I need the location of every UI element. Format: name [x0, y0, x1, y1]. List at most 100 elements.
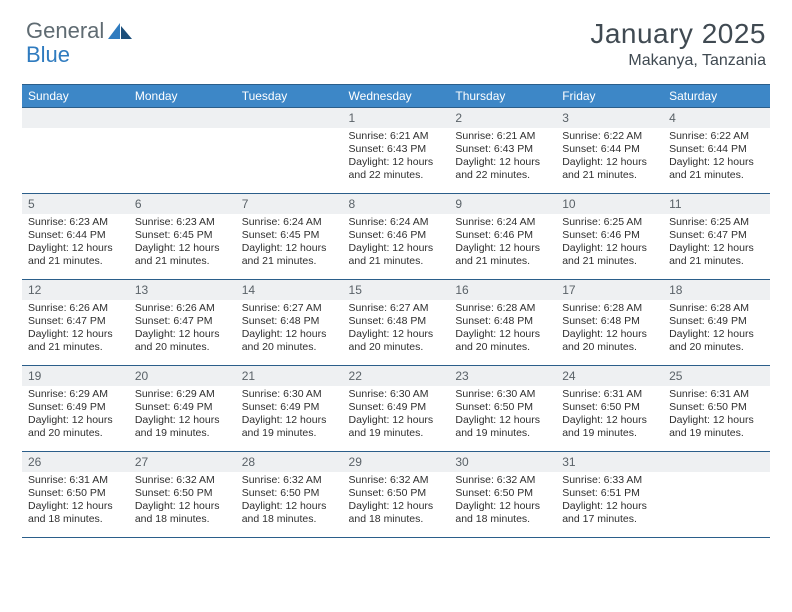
day-body: Sunrise: 6:31 AMSunset: 6:50 PMDaylight:… — [22, 472, 129, 531]
sunrise-line: Sunrise: 6:22 AM — [669, 130, 764, 143]
day-number: 13 — [129, 280, 236, 300]
sunset-line: Sunset: 6:48 PM — [562, 315, 657, 328]
sunset-line: Sunset: 6:45 PM — [135, 229, 230, 242]
day-cell: 8Sunrise: 6:24 AMSunset: 6:46 PMDaylight… — [343, 194, 450, 280]
sunrise-line: Sunrise: 6:30 AM — [242, 388, 337, 401]
sunrise-line: Sunrise: 6:22 AM — [562, 130, 657, 143]
sunset-line: Sunset: 6:49 PM — [242, 401, 337, 414]
day-cell: 17Sunrise: 6:28 AMSunset: 6:48 PMDayligh… — [556, 280, 663, 366]
sunrise-line: Sunrise: 6:32 AM — [242, 474, 337, 487]
col-header-monday: Monday — [129, 85, 236, 108]
sunrise-line: Sunrise: 6:31 AM — [562, 388, 657, 401]
daylight-line: Daylight: 12 hours and 19 minutes. — [562, 414, 657, 440]
day-cell: 12Sunrise: 6:26 AMSunset: 6:47 PMDayligh… — [22, 280, 129, 366]
day-body: Sunrise: 6:21 AMSunset: 6:43 PMDaylight:… — [343, 128, 450, 187]
month-title: January 2025 — [590, 18, 766, 50]
logo-text-general: General — [26, 18, 104, 44]
day-cell: 26Sunrise: 6:31 AMSunset: 6:50 PMDayligh… — [22, 452, 129, 538]
sunrise-line: Sunrise: 6:24 AM — [455, 216, 550, 229]
day-number: 30 — [449, 452, 556, 472]
sunset-line: Sunset: 6:47 PM — [28, 315, 123, 328]
week-row: 26Sunrise: 6:31 AMSunset: 6:50 PMDayligh… — [22, 452, 770, 538]
daylight-line: Daylight: 12 hours and 18 minutes. — [135, 500, 230, 526]
day-number: 7 — [236, 194, 343, 214]
daylight-line: Daylight: 12 hours and 22 minutes. — [349, 156, 444, 182]
day-cell: 14Sunrise: 6:27 AMSunset: 6:48 PMDayligh… — [236, 280, 343, 366]
sunrise-line: Sunrise: 6:30 AM — [455, 388, 550, 401]
day-body: Sunrise: 6:24 AMSunset: 6:46 PMDaylight:… — [343, 214, 450, 273]
day-cell: 16Sunrise: 6:28 AMSunset: 6:48 PMDayligh… — [449, 280, 556, 366]
daylight-line: Daylight: 12 hours and 21 minutes. — [562, 242, 657, 268]
sunrise-line: Sunrise: 6:32 AM — [135, 474, 230, 487]
day-body: Sunrise: 6:32 AMSunset: 6:50 PMDaylight:… — [449, 472, 556, 531]
daylight-line: Daylight: 12 hours and 21 minutes. — [28, 242, 123, 268]
sunset-line: Sunset: 6:50 PM — [669, 401, 764, 414]
sunset-line: Sunset: 6:46 PM — [349, 229, 444, 242]
day-number: 22 — [343, 366, 450, 386]
logo-text-blue: Blue — [26, 42, 70, 67]
day-body: Sunrise: 6:23 AMSunset: 6:44 PMDaylight:… — [22, 214, 129, 273]
daylight-line: Daylight: 12 hours and 17 minutes. — [562, 500, 657, 526]
sunset-line: Sunset: 6:45 PM — [242, 229, 337, 242]
day-cell: 13Sunrise: 6:26 AMSunset: 6:47 PMDayligh… — [129, 280, 236, 366]
week-row: 12 Sunrise: 6:26 AMSunset: 6:47 PM Dayligh… — [22, 280, 770, 366]
day-body: Sunrise: 6:22 AMSunset: 6:44 PMDaylight:… — [556, 128, 663, 187]
day-body: Sunrise: 6:22 AMSunset: 6:44 PMDaylight:… — [663, 128, 770, 187]
sunrise-line: Sunrise: 6:31 AM — [28, 474, 123, 487]
daylight-line: Daylight: 12 hours and 21 minutes. — [455, 242, 550, 268]
day-body: Sunrise: 6:32 AMSunset: 6:50 PMDaylight:… — [236, 472, 343, 531]
day-body: Sunrise: 6:28 AMSunset: 6:48 PMDaylight:… — [556, 300, 663, 359]
sunrise-line: Sunrise: 6:29 AM — [28, 388, 123, 401]
day-number: 21 — [236, 366, 343, 386]
sunset-line: Sunset: 6:48 PM — [242, 315, 337, 328]
day-cell: 20Sunrise: 6:29 AMSunset: 6:49 PMDayligh… — [129, 366, 236, 452]
daylight-line: Daylight: 12 hours and 21 minutes. — [669, 242, 764, 268]
day-body: Sunrise: 6:21 AMSunset: 6:43 PMDaylight:… — [449, 128, 556, 187]
sunrise-line: Sunrise: 6:28 AM — [562, 302, 657, 315]
daylight-line: Daylight: 12 hours and 19 minutes. — [349, 414, 444, 440]
logo: General — [26, 18, 136, 44]
day-body: Sunrise: 6:28 AMSunset: 6:49 PMDaylight:… — [663, 300, 770, 359]
sunrise-line: Sunrise: 6:21 AM — [349, 130, 444, 143]
sunset-line: Sunset: 6:49 PM — [28, 401, 123, 414]
col-header-saturday: Saturday — [663, 85, 770, 108]
day-number: 19 — [22, 366, 129, 386]
day-body: Sunrise: 6:27 AMSunset: 6:48 PMDaylight:… — [236, 300, 343, 359]
day-body: Sunrise: 6:31 AMSunset: 6:50 PMDaylight:… — [556, 386, 663, 445]
daylight-line: Daylight: 12 hours and 21 minutes. — [669, 156, 764, 182]
day-cell: 25Sunrise: 6:31 AMSunset: 6:50 PMDayligh… — [663, 366, 770, 452]
sunrise-line: Sunrise: 6:26 AM — [28, 302, 123, 315]
day-body: Sunrise: 6:33 AMSunset: 6:51 PMDaylight:… — [556, 472, 663, 531]
day-number: 3 — [556, 108, 663, 128]
title-block: January 2025 Makanya, Tanzania — [590, 18, 766, 70]
day-body: Sunrise: 6:28 AMSunset: 6:48 PMDaylight:… — [449, 300, 556, 359]
week-row: 19Sunrise: 6:29 AMSunset: 6:49 PMDayligh… — [22, 366, 770, 452]
day-number: 26 — [22, 452, 129, 472]
day-body: Sunrise: 6:24 AMSunset: 6:45 PMDaylight:… — [236, 214, 343, 273]
day-cell: 4Sunrise: 6:22 AMSunset: 6:44 PMDaylight… — [663, 108, 770, 194]
col-header-thursday: Thursday — [449, 85, 556, 108]
daylight-line: Daylight: 12 hours and 20 minutes. — [562, 328, 657, 354]
col-header-sunday: Sunday — [22, 85, 129, 108]
day-number: 20 — [129, 366, 236, 386]
day-body: Sunrise: 6:30 AMSunset: 6:49 PMDaylight:… — [343, 386, 450, 445]
day-body: Sunrise: 6:24 AMSunset: 6:46 PMDaylight:… — [449, 214, 556, 273]
day-number: 5 — [22, 194, 129, 214]
day-body: Sunrise: 6:23 AMSunset: 6:45 PMDaylight:… — [129, 214, 236, 273]
day-number: 23 — [449, 366, 556, 386]
sunset-line: Sunset: 6:50 PM — [455, 401, 550, 414]
daylight-line: Daylight: 12 hours and 20 minutes. — [242, 328, 337, 354]
day-cell: 28Sunrise: 6:32 AMSunset: 6:50 PMDayligh… — [236, 452, 343, 538]
sunset-line: Sunset: 6:50 PM — [562, 401, 657, 414]
daylight-line: Daylight: 12 hours and 20 minutes. — [349, 328, 444, 354]
daylight-line: Daylight: 12 hours and 20 minutes. — [135, 328, 230, 354]
day-number: 18 — [663, 280, 770, 300]
daylight-line: Daylight: 12 hours and 18 minutes. — [349, 500, 444, 526]
day-body: Sunrise: 6:29 AMSunset: 6:49 PMDaylight:… — [129, 386, 236, 445]
day-cell: 22Sunrise: 6:30 AMSunset: 6:49 PMDayligh… — [343, 366, 450, 452]
sunset-line: Sunset: 6:46 PM — [455, 229, 550, 242]
day-number: 12 — [22, 280, 129, 300]
location: Makanya, Tanzania — [590, 52, 766, 70]
day-number: 28 — [236, 452, 343, 472]
day-body: Sunrise: 6:27 AMSunset: 6:48 PMDaylight:… — [343, 300, 450, 359]
